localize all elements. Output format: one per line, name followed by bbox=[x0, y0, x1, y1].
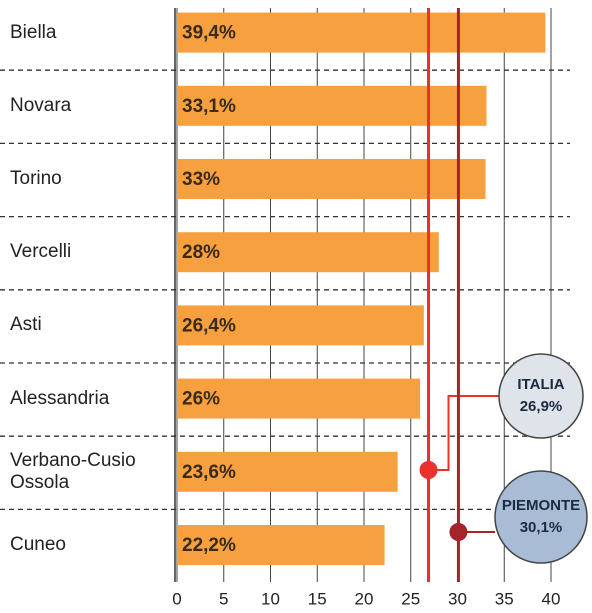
category-label: Vercelli bbox=[10, 241, 72, 263]
bar bbox=[177, 159, 486, 199]
connector bbox=[428, 395, 499, 471]
category-label: Torino bbox=[10, 168, 62, 189]
bar bbox=[177, 451, 398, 492]
bar bbox=[177, 85, 487, 126]
badge bbox=[498, 353, 584, 439]
value-label: 26% bbox=[182, 389, 220, 410]
bar bbox=[177, 232, 439, 273]
badge-value: 26,9% bbox=[520, 398, 563, 415]
reference-dot bbox=[419, 461, 438, 479]
category-label: Cuneo bbox=[10, 534, 66, 555]
x-tick-label: 10 bbox=[261, 589, 280, 608]
bar bbox=[177, 378, 421, 419]
x-tick-label: 0 bbox=[172, 589, 181, 608]
category-label: Verbano-Cusio Ossola bbox=[10, 449, 136, 493]
category-label: Biella bbox=[10, 21, 57, 43]
bar bbox=[177, 525, 385, 565]
badge-name: PIEMONTE bbox=[502, 497, 580, 514]
bar bbox=[177, 305, 424, 346]
value-label: 22,2% bbox=[182, 535, 236, 556]
x-tick-label: 40 bbox=[542, 589, 561, 608]
badge-value: 30,1% bbox=[520, 519, 563, 536]
badge-name: ITALIA bbox=[517, 376, 564, 393]
x-tick-label: 20 bbox=[355, 589, 374, 608]
x-tick-label: 30 bbox=[448, 589, 467, 608]
bar bbox=[177, 12, 546, 53]
x-tick-label: 25 bbox=[401, 589, 420, 608]
badge bbox=[494, 470, 588, 564]
reference-dot bbox=[449, 523, 468, 541]
value-label: 28% bbox=[182, 242, 220, 263]
value-label: 39,4% bbox=[182, 23, 236, 44]
x-tick-label: 35 bbox=[495, 589, 514, 608]
value-label: 23,6% bbox=[182, 462, 236, 483]
category-label: Novara bbox=[10, 94, 72, 116]
x-tick-label: 15 bbox=[308, 589, 327, 608]
category-label: Asti bbox=[10, 314, 42, 336]
value-label: 26,4% bbox=[182, 315, 236, 336]
value-label: 33% bbox=[182, 169, 220, 190]
x-tick-label: 5 bbox=[219, 589, 228, 608]
value-label: 33,1% bbox=[182, 96, 236, 117]
category-label: Alessandria bbox=[10, 387, 110, 409]
